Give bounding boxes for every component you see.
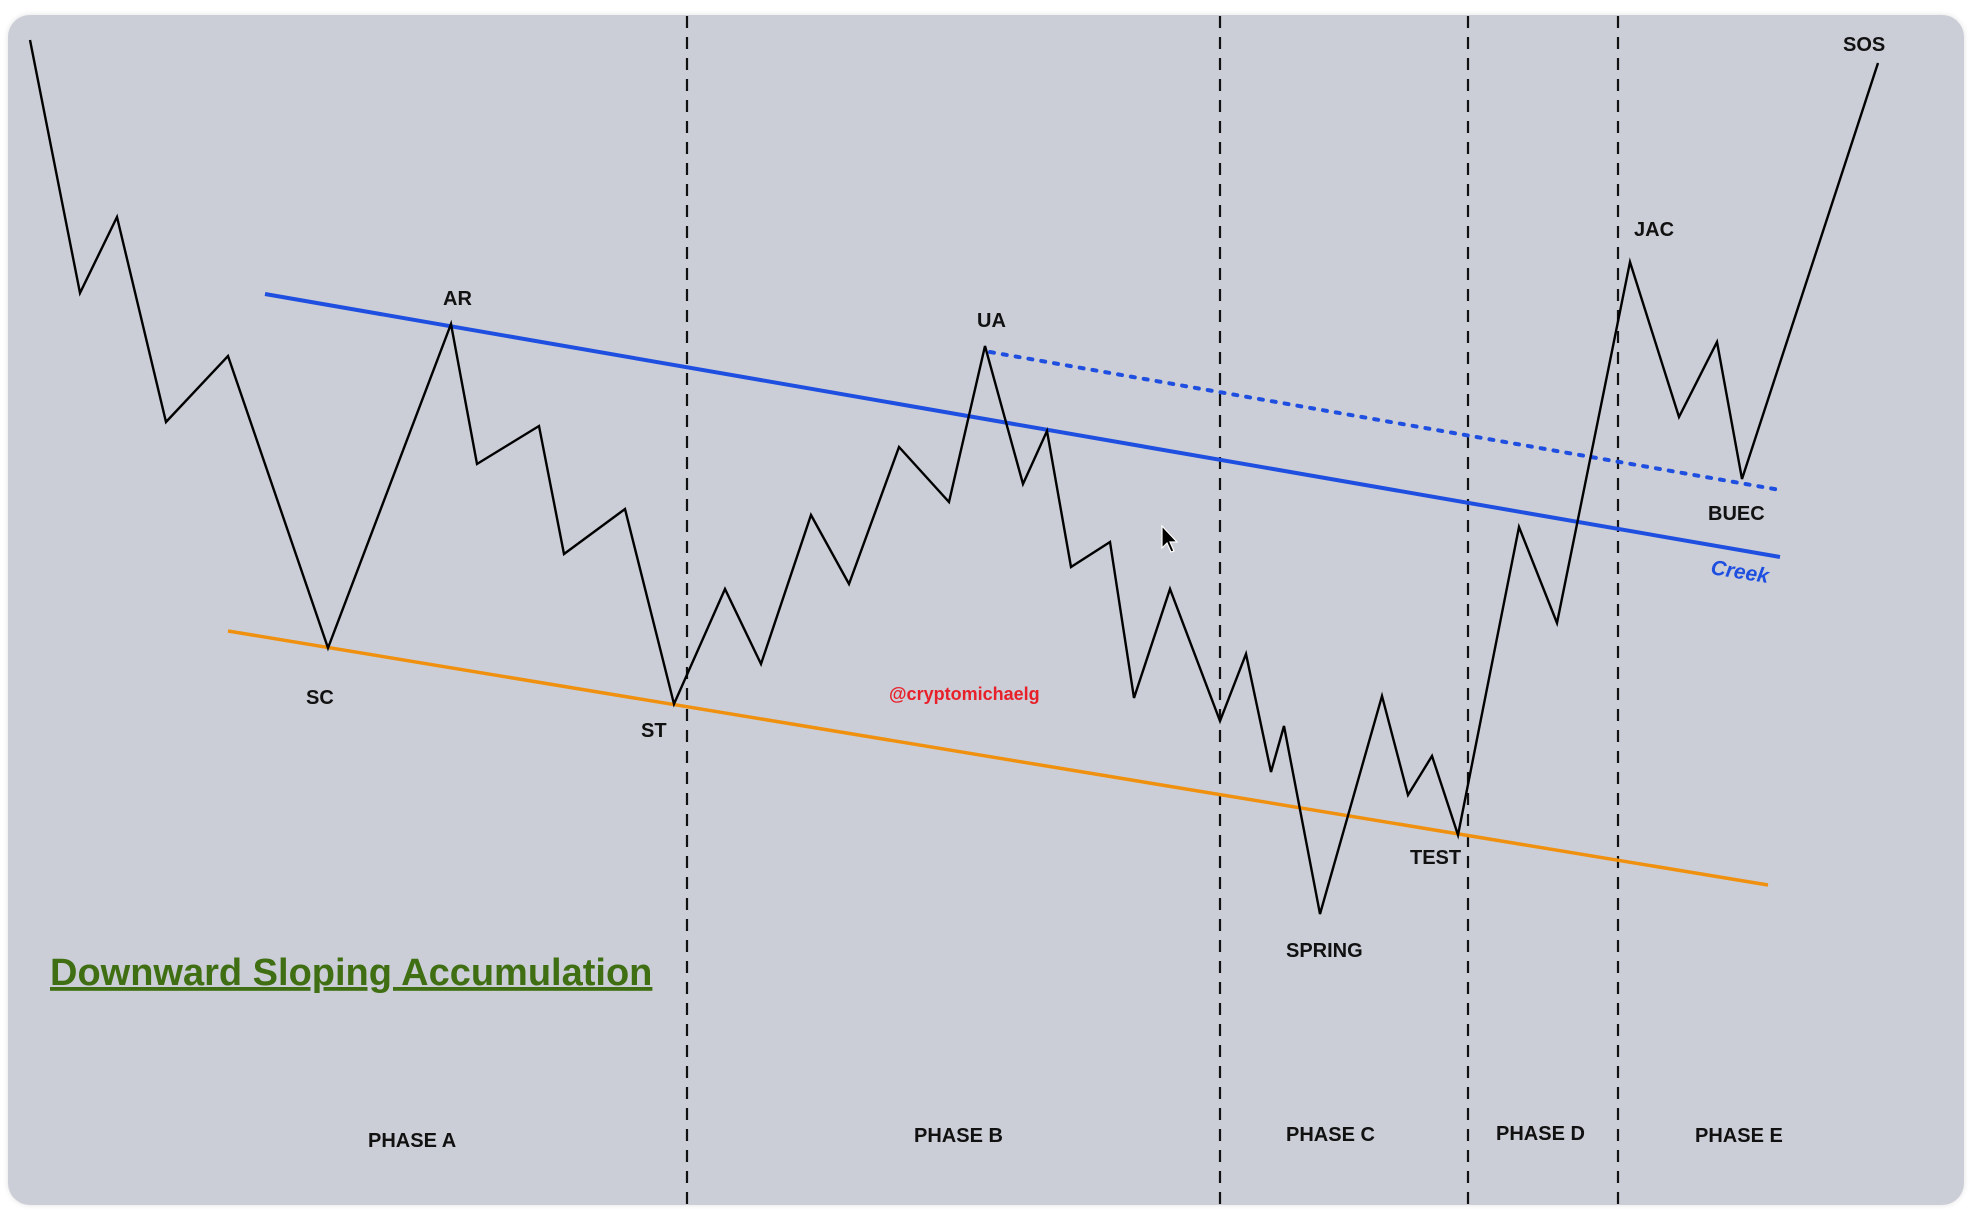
- creek-line: [264, 292, 1781, 559]
- phase-d-label: PHASE D: [1496, 1123, 1585, 1145]
- dotted-resistance-line: [988, 350, 1782, 492]
- phase-dividers: [685, 16, 1620, 1205]
- label-jac: JAC: [1634, 219, 1674, 241]
- label-spring: SPRING: [1286, 940, 1363, 962]
- phase-e-label: PHASE E: [1695, 1125, 1783, 1147]
- label-sos: SOS: [1843, 34, 1885, 56]
- label-st: ST: [641, 720, 667, 742]
- diagram-title: Downward Sloping Accumulation: [50, 952, 652, 994]
- support-line: [227, 629, 1769, 887]
- creek-label: Creek: [1709, 556, 1772, 588]
- label-sc: SC: [306, 687, 334, 709]
- phase-b-label: PHASE B: [914, 1125, 1003, 1147]
- label-ua: UA: [977, 310, 1006, 332]
- phase-a-label: PHASE A: [368, 1130, 456, 1152]
- diagram-panel: [8, 15, 1964, 1205]
- label-buec: BUEC: [1708, 503, 1765, 525]
- label-test: TEST: [1410, 847, 1461, 869]
- watermark: @cryptomichaelg: [889, 684, 1040, 704]
- label-ar: AR: [443, 288, 472, 310]
- phase-c-label: PHASE C: [1286, 1124, 1375, 1146]
- price-path: [28, 39, 1880, 915]
- cursor-icon: [1161, 524, 1179, 553]
